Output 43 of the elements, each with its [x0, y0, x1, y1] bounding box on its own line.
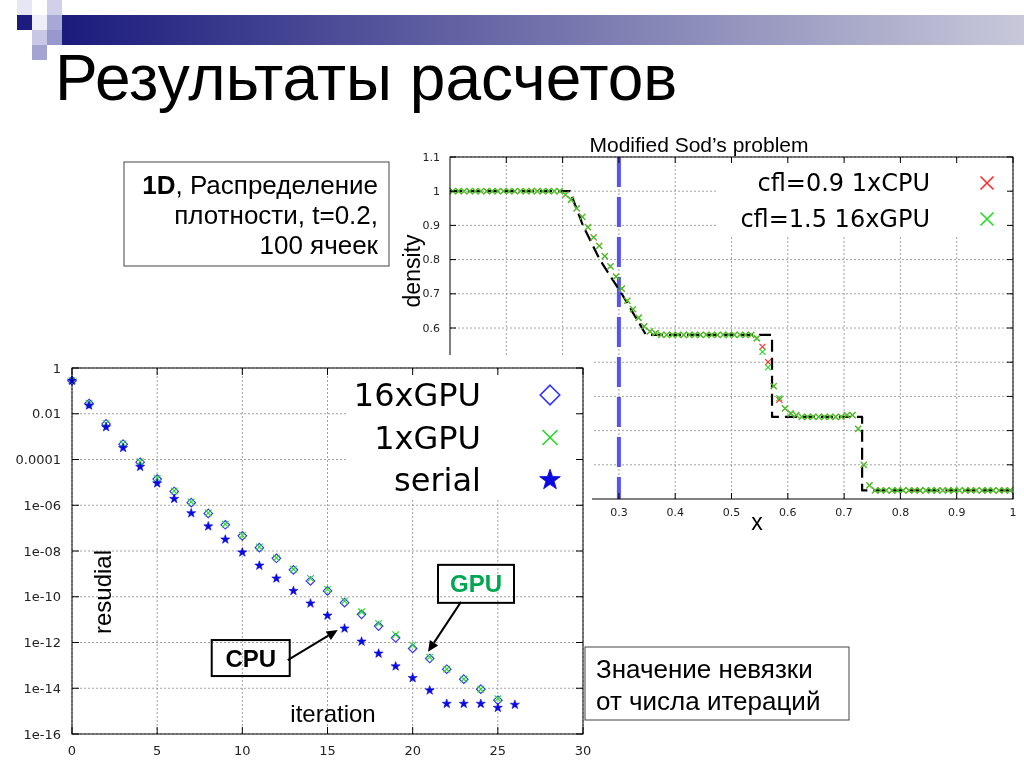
x-tick-label: 0.9 [947, 506, 966, 519]
y-tick-label: 1.1 [422, 150, 440, 164]
x-axis-title: x [751, 509, 764, 535]
y-tick-label: 1 [433, 184, 440, 198]
legend-label: cfl=0.9 1xCPU [757, 169, 930, 197]
x-tick-label: 0.3 [610, 506, 628, 519]
chart-title: Modified Sod’s problem [589, 133, 809, 156]
y-tick-label: 1e-14 [23, 680, 61, 696]
y-tick-label: 0.0001 [15, 452, 61, 467]
y-tick-label: 1e-08 [23, 543, 61, 559]
y-tick-label: 1e-10 [23, 589, 61, 605]
y-tick-label: 0.01 [32, 406, 61, 422]
x-tick-label: 0 [67, 743, 77, 758]
x-tick-label: 10 [234, 743, 251, 758]
x-tick-label: 0.7 [835, 506, 853, 519]
y-axis-title: density [399, 234, 425, 308]
x-tick-label: 0.8 [891, 506, 910, 519]
x-tick-label: 0.6 [779, 506, 797, 519]
text: Результаты расчетов [55, 42, 678, 114]
y-tick-label: 0.8 [422, 253, 440, 267]
x-tick-label: 25 [489, 743, 507, 758]
legend-label: 1xGPU [374, 418, 481, 457]
x-tick-label: 0.5 [722, 506, 741, 519]
y-tick-label: 0.6 [422, 321, 440, 335]
y-tick-label: 0.7 [422, 287, 440, 301]
x-axis-title: iteration [290, 700, 376, 727]
annotation: CPU [225, 644, 277, 672]
x-tick-label: 1 [1009, 506, 1017, 519]
x-tick-label: 15 [319, 743, 336, 758]
legend-label: 16xGPU [353, 376, 481, 414]
x-tick-label: 0.4 [666, 506, 684, 519]
annotation: GPU [449, 570, 502, 598]
y-axis-title: resudial [89, 549, 116, 635]
y-tick-label: 0.9 [422, 218, 440, 232]
legend-label: cfl=1.5 16xGPU [740, 205, 930, 233]
y-tick-label: 1e-06 [23, 497, 61, 513]
x-tick-label: 20 [404, 743, 421, 758]
x-tick-label: 5 [153, 743, 162, 758]
legend-label: serial [394, 461, 481, 499]
x-tick-label: 30 [574, 743, 592, 758]
y-tick-label: 1 [52, 360, 61, 376]
y-tick-label: 1e-12 [23, 635, 61, 650]
y-tick-label: 1e-16 [23, 726, 61, 742]
